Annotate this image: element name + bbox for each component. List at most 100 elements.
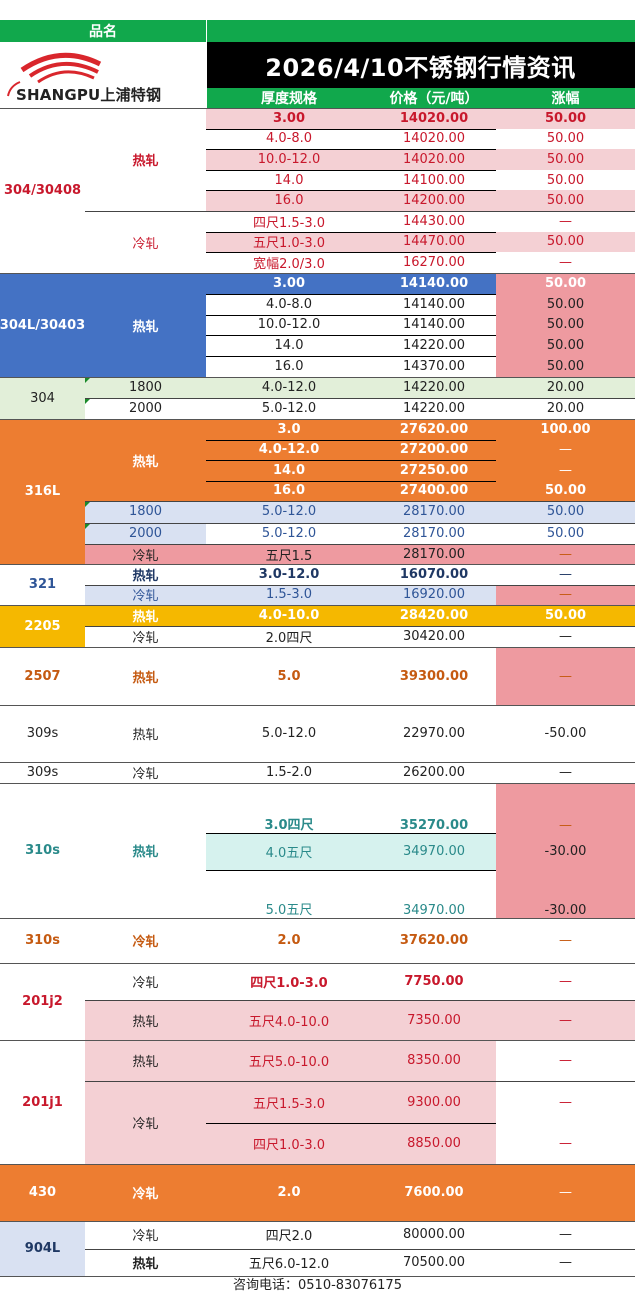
change-cell: —: [496, 584, 635, 605]
spec-cell: 四尺2.0: [206, 1221, 372, 1249]
price-cell: 14100.00: [372, 169, 496, 191]
change-cell: 50.00: [496, 335, 635, 357]
price-cell: 7600.00: [372, 1164, 496, 1221]
change-cell: —: [496, 783, 635, 833]
process-cell: 冷轧: [85, 584, 206, 605]
process-cell: 冷轧: [85, 963, 206, 1000]
spec-cell: 4.0-10.0: [206, 605, 372, 626]
grade-cell: 2205: [0, 605, 85, 647]
cell-marker-icon: [85, 377, 91, 383]
grid-line: [0, 1276, 635, 1277]
price-cell: 28170.00: [372, 522, 496, 544]
price-cell: 14370.00: [372, 356, 496, 377]
spec-header: 厚度规格: [206, 88, 372, 108]
spec-cell: 四尺1.0-3.0: [206, 1123, 372, 1164]
spec-cell: 3.0-12.0: [206, 564, 372, 585]
process-cell: 2000: [85, 398, 206, 419]
price-cell: 14220.00: [372, 335, 496, 357]
price-cell: 39300.00: [372, 647, 496, 705]
price-cell: 28170.00: [372, 501, 496, 523]
change-cell: —: [496, 963, 635, 1000]
grid-line: [85, 584, 635, 586]
process-cell: 冷轧: [85, 626, 206, 647]
process-cell: 热轧: [85, 783, 206, 918]
change-cell: -30.00: [496, 870, 635, 918]
process-cell: 热轧: [85, 1040, 206, 1081]
price-cell: 14140.00: [372, 314, 496, 336]
grid-line: [206, 293, 496, 295]
change-cell: -30.00: [496, 833, 635, 870]
change-cell: —: [496, 918, 635, 963]
change-cell: —: [496, 252, 635, 274]
grid-line: [0, 108, 635, 109]
change-cell: 50.00: [496, 605, 635, 626]
spec-cell: 2.0四尺: [206, 626, 372, 647]
grid-line: [206, 460, 496, 461]
process-cell: 冷轧: [85, 1164, 206, 1221]
change-cell: 50.00: [496, 522, 635, 544]
grid-line: [0, 1164, 635, 1165]
grade-cell: 201j2: [0, 963, 85, 1040]
price-cell: 27200.00: [372, 439, 496, 460]
price-cell: 28170.00: [372, 544, 496, 564]
price-cell: 34970.00: [372, 833, 496, 870]
change-cell: 50.00: [496, 273, 635, 294]
change-cell: —: [496, 1000, 635, 1040]
process-cell: 1800: [85, 377, 206, 398]
grid-line: [85, 626, 635, 627]
process-cell: 1800: [85, 501, 206, 523]
spec-cell: 14.0: [206, 460, 372, 481]
spec-cell: 五尺4.0-10.0: [206, 1000, 372, 1040]
change-cell: —: [496, 1081, 635, 1123]
spec-cell: 五尺1.5-3.0: [206, 1081, 372, 1123]
grade-cell: 430: [0, 1164, 85, 1221]
change-cell: —: [496, 647, 635, 705]
price-cell: 14140.00: [372, 293, 496, 315]
change-cell: 50.00: [496, 293, 635, 315]
price-cell: 34970.00: [372, 870, 496, 918]
spec-cell: 宽幅2.0/3.0: [206, 252, 372, 274]
spec-cell: 五尺5.0-10.0: [206, 1040, 372, 1081]
spec-cell: 1.5-3.0: [206, 584, 372, 605]
grid-line: [0, 647, 635, 648]
change-cell: -50.00: [496, 705, 635, 762]
grid-line: [206, 1123, 496, 1124]
process-cell: 热轧: [85, 705, 206, 762]
contact-footer: 咨询电话：0510-83076175: [233, 1278, 402, 1293]
process-cell: 冷轧: [85, 544, 206, 564]
price-cell: 9300.00: [372, 1081, 496, 1123]
spec-cell: 3.00: [206, 108, 372, 129]
grid-line: [85, 1081, 635, 1082]
grade-cell: 304L/30403: [0, 273, 85, 377]
change-cell: —: [496, 762, 635, 783]
grid-line: [0, 419, 635, 420]
change-cell: —: [496, 439, 635, 460]
change-cell: —: [496, 211, 635, 232]
page-title: 2026/4/10不锈钢行情资讯: [206, 42, 635, 88]
logo: SHANGPU上浦特钢: [0, 42, 206, 108]
price-cell: 7350.00: [372, 1000, 496, 1040]
price-cell: 37620.00: [372, 918, 496, 963]
change-cell: —: [496, 626, 635, 647]
price-header: 价格（元/吨）: [372, 88, 496, 108]
grid-line: [206, 335, 496, 337]
grid-line: [206, 870, 496, 871]
cell-marker-icon: [85, 398, 91, 404]
price-cell: 28420.00: [372, 605, 496, 626]
grid-line: [206, 169, 496, 171]
process-cell: 热轧: [85, 564, 206, 585]
grade-cell: 316L: [0, 419, 85, 564]
change-cell: 50.00: [496, 169, 635, 191]
header-spacer: [206, 20, 635, 42]
change-cell: 50.00: [496, 190, 635, 211]
price-cell: 27620.00: [372, 419, 496, 440]
process-cell: 热轧: [85, 419, 206, 501]
process-cell: 热轧: [85, 1000, 206, 1040]
spec-cell: 5.0-12.0: [206, 522, 372, 544]
grade-cell: 304: [0, 377, 85, 419]
change-cell: —: [496, 1123, 635, 1164]
price-cell: 14430.00: [372, 211, 496, 232]
price-cell: 26200.00: [372, 762, 496, 783]
grid-line: [206, 20, 207, 108]
price-cell: 8850.00: [372, 1123, 496, 1164]
